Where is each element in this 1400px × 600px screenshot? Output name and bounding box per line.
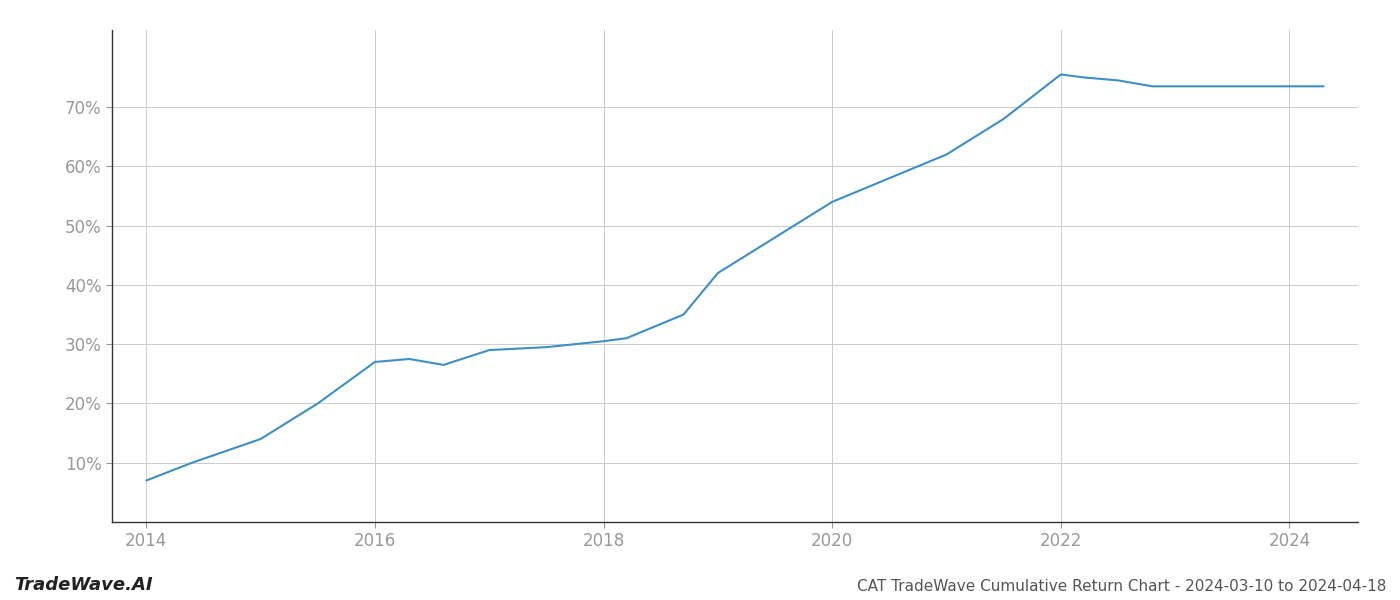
Text: CAT TradeWave Cumulative Return Chart - 2024-03-10 to 2024-04-18: CAT TradeWave Cumulative Return Chart - … [857,579,1386,594]
Text: TradeWave.AI: TradeWave.AI [14,576,153,594]
